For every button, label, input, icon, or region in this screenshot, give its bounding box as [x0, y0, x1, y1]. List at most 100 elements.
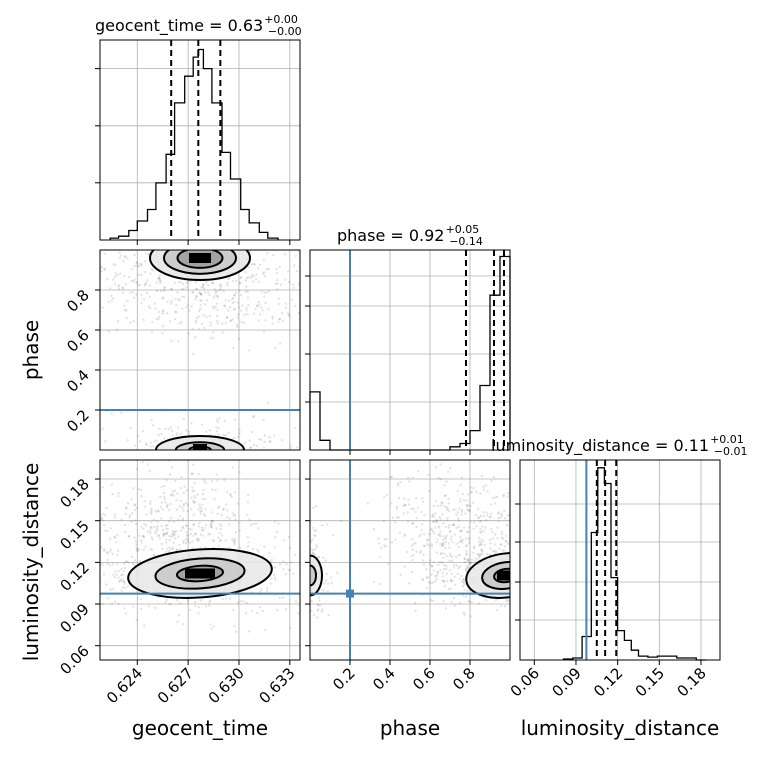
sample-point — [234, 537, 237, 541]
sample-point — [116, 533, 119, 537]
sample-point — [241, 465, 243, 467]
sample-point — [238, 471, 241, 474]
sample-point — [147, 305, 150, 308]
sample-point — [175, 548, 179, 551]
sample-point — [479, 519, 483, 523]
sample-point — [488, 515, 491, 519]
sample-point — [262, 330, 266, 333]
sample-point — [140, 525, 143, 528]
sample-point — [442, 535, 445, 538]
sample-point — [61, 251, 63, 253]
sample-point — [466, 559, 469, 562]
sample-point — [224, 539, 228, 542]
sample-point — [163, 247, 165, 249]
sample-point — [137, 284, 140, 287]
sample-point — [116, 273, 120, 277]
sample-point — [494, 543, 497, 546]
sample-point — [252, 414, 256, 418]
sample-point — [157, 278, 160, 281]
sample-point — [460, 574, 463, 578]
sample-point — [307, 565, 309, 567]
sample-point — [216, 512, 219, 515]
sample-point — [445, 564, 448, 568]
sample-point — [136, 434, 140, 437]
sample-point — [458, 500, 462, 503]
ylabel-luminosity-distance: luminosity_distance — [19, 463, 43, 662]
sample-point — [314, 534, 317, 538]
sample-point — [294, 607, 296, 609]
sample-point — [322, 556, 325, 559]
sample-point — [166, 505, 169, 508]
sample-point — [152, 247, 154, 249]
sample-point — [215, 426, 218, 429]
sample-point — [181, 518, 185, 521]
sample-point — [215, 418, 218, 421]
sample-point — [505, 534, 508, 537]
sample-point — [427, 473, 430, 477]
sample-point — [305, 335, 307, 337]
sample-point — [311, 548, 314, 551]
sample-point — [152, 424, 155, 427]
sample-point — [515, 549, 517, 551]
x-tick-label: 0.12 — [590, 664, 626, 700]
sample-point — [232, 308, 236, 311]
sample-point — [511, 515, 513, 517]
sample-point — [125, 309, 128, 312]
sample-point — [555, 558, 557, 560]
sample-point — [143, 260, 147, 263]
sample-point — [176, 432, 179, 435]
sample-point — [294, 254, 297, 258]
sample-point — [228, 299, 231, 302]
sample-point — [330, 581, 334, 585]
sample-point — [510, 588, 512, 590]
sample-point — [131, 562, 135, 565]
sample-point — [236, 502, 239, 505]
sample-point — [476, 516, 480, 520]
sample-point — [175, 498, 178, 502]
sample-point — [106, 552, 109, 555]
sample-point — [437, 525, 440, 528]
sample-point — [163, 286, 166, 289]
sample-point — [115, 235, 117, 237]
sample-point — [195, 295, 198, 298]
sample-point — [516, 517, 518, 519]
sample-point — [552, 562, 554, 564]
sample-point — [186, 601, 190, 604]
sample-point — [168, 320, 172, 323]
sample-point — [302, 601, 304, 603]
sample-point — [249, 523, 253, 526]
sample-point — [172, 533, 175, 536]
sample-point — [246, 513, 249, 516]
sample-point — [168, 539, 171, 542]
sample-point — [198, 291, 202, 295]
sample-point — [163, 244, 165, 246]
sample-point — [100, 266, 104, 269]
sample-point — [134, 522, 138, 526]
sample-point — [432, 520, 436, 524]
sample-point — [383, 496, 386, 499]
sample-point — [229, 494, 232, 497]
sample-point — [505, 540, 508, 543]
sample-point — [525, 491, 527, 493]
y-tick-label: 0.12 — [56, 559, 92, 595]
sample-point — [176, 492, 179, 495]
sample-point — [567, 566, 569, 568]
sample-point — [186, 540, 190, 543]
sample-point — [199, 299, 202, 302]
sample-point — [245, 306, 248, 310]
sample-point — [474, 557, 478, 560]
sample-point — [244, 290, 248, 293]
sample-point — [165, 478, 168, 482]
x-tick-label: 0.8 — [449, 664, 479, 694]
sample-point — [130, 555, 134, 559]
sample-point — [287, 573, 289, 575]
sample-point — [439, 542, 442, 546]
sample-point — [166, 503, 169, 506]
sample-point — [497, 520, 500, 523]
sample-point — [254, 307, 257, 310]
sample-point — [231, 538, 234, 541]
sample-point — [155, 527, 158, 530]
sample-point — [232, 540, 235, 543]
sample-point — [100, 516, 103, 520]
sample-point — [177, 340, 180, 343]
